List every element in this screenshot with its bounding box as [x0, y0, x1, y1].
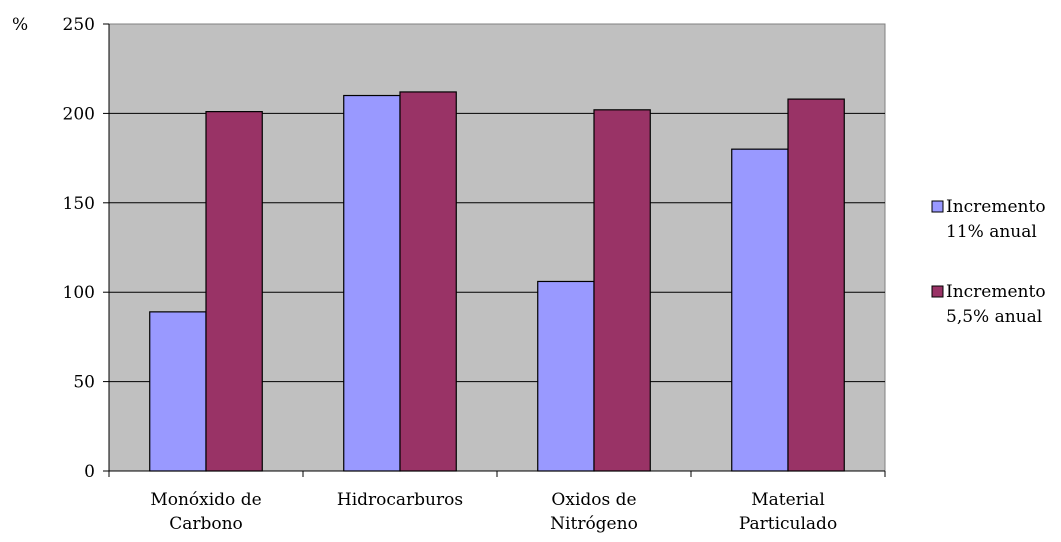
category-label: Particulado: [739, 514, 837, 534]
axes: [103, 23, 886, 477]
legend-label: Incremento: [946, 282, 1046, 302]
bars: [149, 91, 845, 472]
bar-series-1-cat-3: [537, 280, 595, 472]
category-label: Hidrocarburos: [337, 490, 463, 510]
y-tick-label: 0: [84, 462, 95, 482]
legend-label: Incremento: [946, 197, 1046, 217]
y-tick-label: 150: [63, 194, 95, 214]
bar-series-1-cat-1: [149, 311, 207, 472]
category-label: Carbono: [169, 514, 243, 534]
bar-series-1-cat-4: [731, 148, 789, 472]
bar-series-2-cat-3: [593, 109, 651, 472]
bar-series-1-cat-2: [343, 94, 401, 472]
legend: Incremento 11% anual Incremento 5,5% anual: [931, 197, 1046, 327]
legend-swatch: [931, 285, 944, 298]
legend-label: 5,5% anual: [946, 307, 1042, 327]
y-axis-unit-label: %: [12, 15, 28, 35]
bar-series-2-cat-2: [399, 91, 457, 472]
category-labels: Monóxido de Carbono Hidrocarburos Oxidos de…: [150, 490, 837, 534]
y-tick-label: 200: [63, 104, 95, 124]
y-tick-label: 100: [63, 283, 95, 303]
category-label: Nitrógeno: [550, 514, 638, 534]
category-label: Monóxido de: [150, 490, 261, 510]
category-label: Oxidos de: [551, 490, 636, 510]
category-label: Material: [751, 490, 825, 510]
y-tick-label: 50: [73, 373, 95, 393]
bar-series-2-cat-1: [205, 111, 263, 472]
legend-label: 11% anual: [946, 222, 1037, 242]
y-tick-labels: 0 50 100 150 200 250: [63, 15, 95, 482]
legend-swatch: [931, 200, 944, 213]
y-tick-label: 250: [63, 15, 95, 35]
bar-series-2-cat-4: [787, 98, 845, 472]
